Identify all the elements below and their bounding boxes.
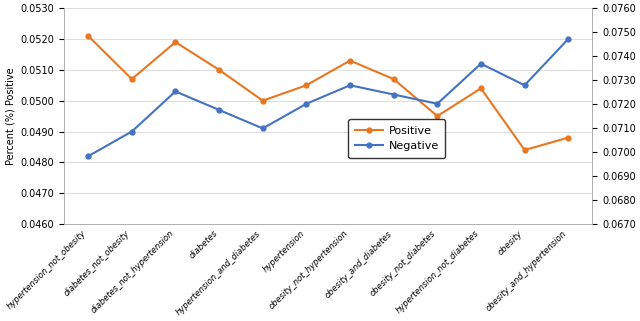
Positive (215, 68, 223, 72)
Negative (215, 108, 223, 112)
Y-axis label: Percent (%) Positive: Percent (%) Positive (5, 67, 15, 165)
Positive (128, 77, 136, 81)
Negative (128, 130, 136, 134)
Legend: Positive, Negative: Positive, Negative (348, 119, 445, 158)
Positive (172, 40, 179, 44)
Negative (346, 83, 354, 87)
Line: Positive: Positive (86, 33, 571, 152)
Line: Negative: Negative (86, 37, 571, 159)
Positive (303, 83, 310, 87)
Negative (172, 90, 179, 93)
Positive (390, 77, 397, 81)
Positive (564, 136, 572, 140)
Positive (259, 99, 267, 103)
Positive (477, 86, 484, 90)
Negative (564, 37, 572, 41)
Negative (477, 62, 484, 65)
Negative (303, 102, 310, 106)
Positive (521, 148, 529, 152)
Positive (433, 114, 441, 118)
Negative (259, 126, 267, 130)
Negative (521, 83, 529, 87)
Negative (433, 102, 441, 106)
Negative (84, 154, 92, 158)
Negative (390, 92, 397, 96)
Positive (84, 34, 92, 38)
Positive (346, 59, 354, 63)
